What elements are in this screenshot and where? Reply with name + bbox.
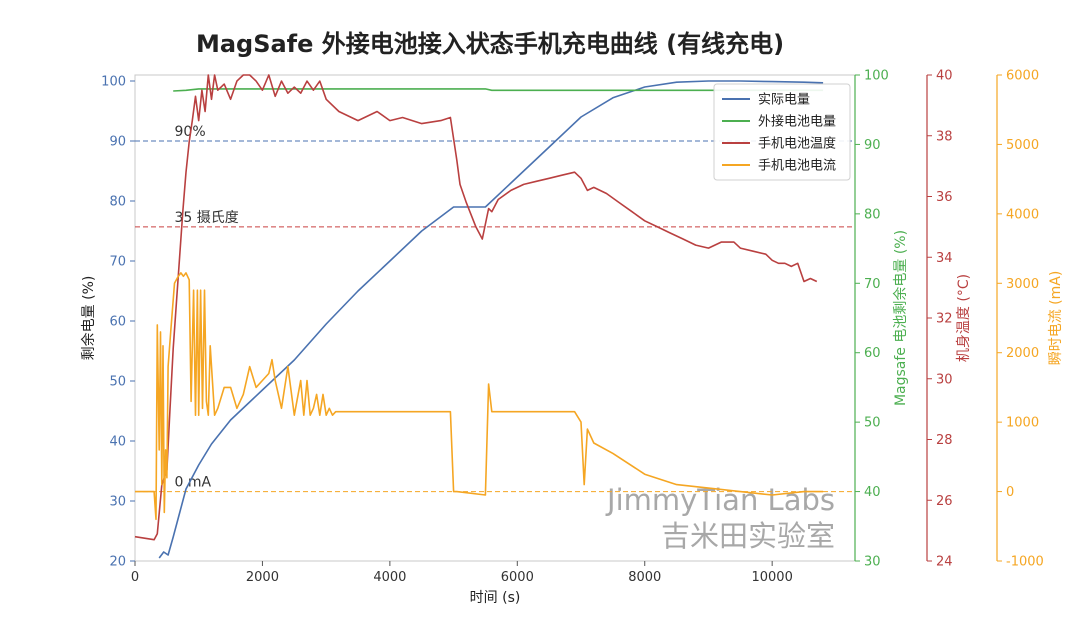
right2-tick-label: 28 <box>936 433 953 448</box>
chart-title: MagSafe 外接电池接入状态手机充电曲线 (有线充电) <box>196 30 784 58</box>
right2-tick-label: 30 <box>936 372 953 387</box>
right1-tick-label: 50 <box>864 416 881 431</box>
series-line-3 <box>134 74 818 541</box>
x-tick-label: 6000 <box>501 570 534 585</box>
right3-tick-label: 6000 <box>1006 69 1039 84</box>
right2-tick-label: 34 <box>936 251 953 266</box>
right2-axis-label: 机身温度 (°C) <box>956 274 972 362</box>
left-tick-label: 90 <box>109 135 126 150</box>
right3-tick-label: 4000 <box>1006 207 1039 222</box>
right1-tick-label: 90 <box>864 138 881 153</box>
right1-tick-label: 80 <box>864 207 881 222</box>
right3-axis-label: 瞬时电流 (mA) <box>1048 271 1064 366</box>
series-line-4 <box>135 272 824 521</box>
watermark-line-2: 吉米田实验室 <box>661 519 835 553</box>
left-tick-label: 80 <box>109 195 126 210</box>
left-tick-label: 30 <box>109 495 126 510</box>
right2-tick-label: 26 <box>936 494 953 509</box>
right1-tick-label: 100 <box>864 69 889 84</box>
legend-entry: 外接电池电量 <box>758 114 836 130</box>
x-tick-label: 2000 <box>246 570 279 585</box>
series-line-1 <box>158 80 824 559</box>
right3-tick-label: 3000 <box>1006 277 1039 292</box>
right2-tick-label: 32 <box>936 312 953 327</box>
series-line-2 <box>173 88 824 92</box>
legend-entry: 手机电池电流 <box>758 159 836 174</box>
right1-axis-label: Magsafe 电池剩余电量 (%) <box>892 230 909 406</box>
x-tick-label: 8000 <box>628 570 661 585</box>
x-axis-label: 时间 (s) <box>470 590 521 606</box>
right3-tick-label: 0 <box>1006 485 1014 500</box>
x-tick-label: 10000 <box>751 570 792 585</box>
legend-entry: 实际电量 <box>758 93 810 108</box>
reference-line-label: 35 摄氏度 <box>175 210 239 226</box>
left-tick-label: 60 <box>109 315 126 330</box>
right2-tick-label: 36 <box>936 190 953 205</box>
right3-tick-label: 1000 <box>1006 416 1039 431</box>
right2-tick-label: 24 <box>936 555 953 570</box>
right1-tick-label: 30 <box>864 555 881 570</box>
right2-tick-label: 40 <box>936 69 953 84</box>
left-axis-label: 剩余电量 (%) <box>80 276 97 361</box>
watermark-line-1: JimmyTian Labs <box>605 483 835 517</box>
right1-tick-label: 60 <box>864 346 881 361</box>
left-tick-label: 70 <box>109 255 126 270</box>
legend-entry: 手机电池温度 <box>758 136 836 152</box>
right3-tick-label: 5000 <box>1006 138 1039 153</box>
right1-tick-label: 70 <box>864 277 881 292</box>
left-tick-label: 50 <box>109 375 126 390</box>
left-tick-label: 100 <box>101 75 126 90</box>
x-tick-label: 0 <box>131 570 139 585</box>
left-tick-label: 20 <box>109 555 126 570</box>
series-layer <box>134 74 824 559</box>
legend-box <box>713 83 851 181</box>
right1-tick-label: 40 <box>864 485 881 500</box>
x-tick-label: 4000 <box>373 570 406 585</box>
right3-tick-label: 2000 <box>1006 346 1039 361</box>
watermark: JimmyTian Labs 吉米田实验室 <box>605 483 835 553</box>
left-tick-label: 40 <box>109 435 126 450</box>
right2-tick-label: 38 <box>936 129 953 144</box>
right3-tick-label: -1000 <box>1006 555 1044 570</box>
reference-line-label: 0 mA <box>175 475 212 491</box>
